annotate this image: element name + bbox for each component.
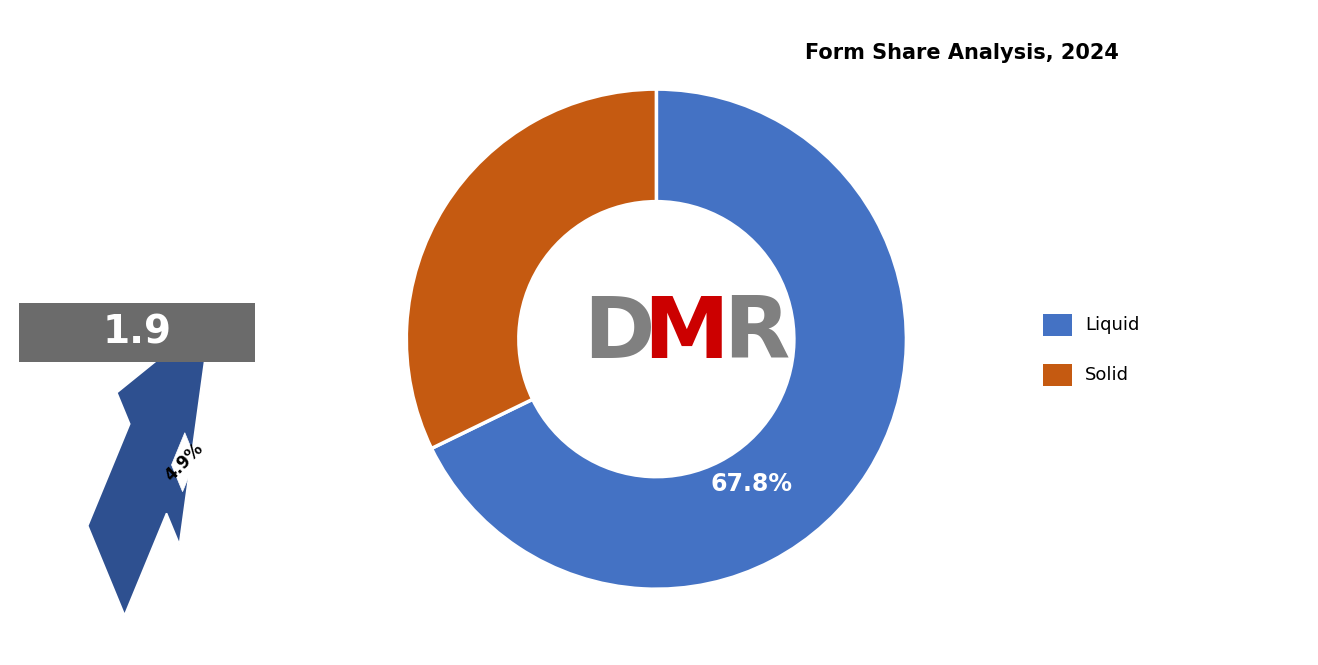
Text: Dimension
Market
Research: Dimension Market Research	[46, 63, 228, 164]
Text: M: M	[643, 293, 729, 376]
Bar	[1043, 364, 1073, 386]
Wedge shape	[431, 89, 907, 589]
FancyBboxPatch shape	[20, 303, 254, 362]
Text: D: D	[583, 293, 655, 376]
Text: 1.9: 1.9	[103, 313, 171, 352]
Text: Liquid: Liquid	[1085, 316, 1139, 334]
Wedge shape	[406, 89, 656, 448]
Bar	[1043, 314, 1073, 336]
Text: Global Emollients
Market Size
(USD Billion), 2024: Global Emollients Market Size (USD Billi…	[41, 225, 233, 287]
Text: CAGR
2024-2033: CAGR 2024-2033	[16, 425, 104, 513]
Polygon shape	[171, 433, 196, 491]
Text: R: R	[724, 293, 789, 376]
Text: 67.8%: 67.8%	[710, 472, 792, 496]
Text: 4.9%: 4.9%	[161, 440, 207, 485]
Polygon shape	[88, 317, 211, 615]
Text: Form Share Analysis, 2024: Form Share Analysis, 2024	[805, 43, 1119, 63]
Text: Solid: Solid	[1085, 366, 1130, 384]
